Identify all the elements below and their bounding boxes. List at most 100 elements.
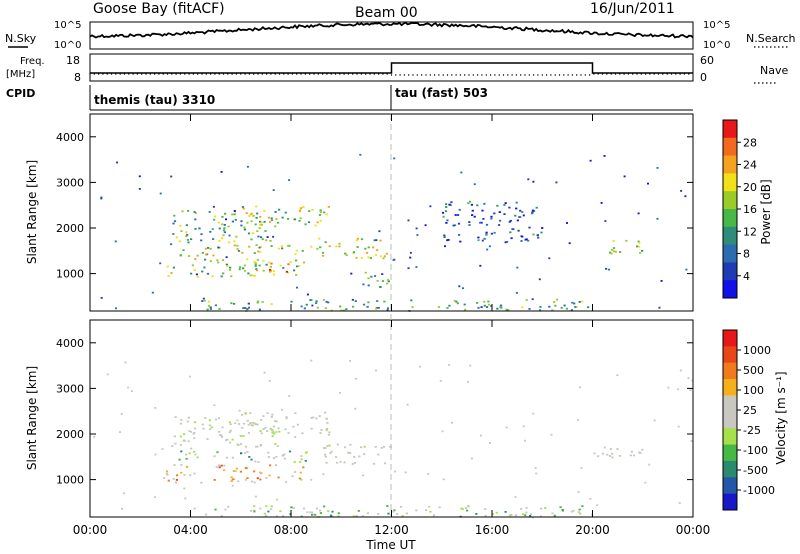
heatmap-cell bbox=[234, 470, 237, 472]
heatmap-cell bbox=[265, 263, 268, 266]
heatmap-cell bbox=[218, 239, 221, 242]
nave-point bbox=[408, 74, 410, 76]
heatmap-cell bbox=[309, 511, 312, 514]
heatmap-cell bbox=[259, 507, 262, 510]
nave-point bbox=[347, 73, 350, 75]
heatmap-cell bbox=[258, 308, 261, 311]
heatmap-cell bbox=[225, 218, 227, 221]
nave-point bbox=[455, 74, 457, 76]
heatmap-cell bbox=[253, 252, 256, 254]
heatmap-cell bbox=[170, 175, 173, 178]
colorbar-tick-label: -500 bbox=[743, 464, 768, 477]
heatmap-cell bbox=[535, 206, 538, 209]
nave-point bbox=[253, 73, 255, 75]
nave-point bbox=[214, 73, 216, 75]
heatmap-cell bbox=[519, 508, 523, 510]
heatmap-cell bbox=[279, 264, 282, 267]
heatmap-cell bbox=[475, 513, 478, 515]
heatmap-cell bbox=[428, 505, 431, 508]
heatmap-cell bbox=[604, 220, 607, 222]
heatmap-cell bbox=[159, 262, 162, 265]
heatmap-cell bbox=[196, 254, 199, 257]
heatmap-cell bbox=[637, 240, 640, 243]
heatmap-cell bbox=[381, 280, 385, 282]
heatmap-cell bbox=[467, 504, 470, 507]
nsky-label: N.Sky bbox=[5, 32, 37, 45]
heatmap-cell bbox=[286, 218, 290, 220]
heatmap-cell bbox=[187, 416, 190, 419]
heatmap-cell bbox=[260, 223, 263, 226]
heatmap-cell bbox=[316, 221, 319, 224]
heatmap-cell bbox=[257, 250, 260, 253]
nave-point bbox=[476, 74, 479, 76]
nave-point bbox=[184, 73, 186, 75]
heatmap-cell bbox=[244, 478, 247, 481]
nave-point bbox=[166, 73, 169, 75]
heatmap-cell bbox=[453, 224, 457, 227]
heatmap-cell bbox=[578, 386, 581, 389]
colorbar-segment bbox=[723, 362, 737, 380]
heatmap-cell bbox=[232, 470, 235, 472]
heatmap-cell bbox=[295, 259, 298, 262]
heatmap-cell bbox=[288, 179, 291, 181]
heatmap-cell bbox=[608, 455, 611, 457]
heatmap-cell bbox=[298, 219, 301, 222]
heatmap-cell bbox=[548, 305, 551, 308]
x-tick-label: 08:00 bbox=[274, 523, 309, 537]
power-heatmap-cells bbox=[100, 153, 688, 312]
nave-point bbox=[365, 73, 367, 75]
heatmap-cell bbox=[183, 439, 186, 442]
nave-point bbox=[571, 74, 574, 76]
heatmap-cell bbox=[254, 265, 257, 268]
heatmap-cell bbox=[233, 213, 236, 216]
y-tick-label: 2000 bbox=[56, 222, 84, 235]
heatmap-cell bbox=[484, 508, 487, 511]
colorbar-segment bbox=[723, 226, 737, 246]
heatmap-cell bbox=[568, 242, 571, 245]
nsky-line bbox=[89, 21, 694, 39]
heatmap-cell bbox=[647, 182, 649, 185]
nave-point bbox=[93, 73, 96, 75]
heatmap-cell bbox=[386, 279, 390, 281]
heatmap-cell bbox=[318, 415, 321, 417]
heatmap-cell bbox=[553, 301, 556, 303]
heatmap-cell bbox=[464, 308, 467, 311]
heatmap-cell bbox=[270, 508, 273, 511]
heatmap-cell bbox=[174, 481, 177, 484]
heatmap-cell bbox=[270, 245, 273, 247]
heatmap-cell bbox=[483, 300, 486, 303]
colorbar-segment bbox=[723, 477, 737, 495]
heatmap-cell bbox=[616, 374, 619, 377]
nave-point bbox=[270, 73, 272, 75]
heatmap-cell bbox=[203, 299, 206, 302]
heatmap-cell bbox=[185, 457, 188, 460]
freq-left-tick-top: 18 bbox=[66, 54, 80, 67]
heatmap-cell bbox=[180, 471, 183, 474]
nave-point bbox=[507, 74, 509, 76]
heatmap-cell bbox=[217, 221, 220, 224]
heatmap-cell bbox=[298, 265, 301, 267]
heatmap-cell bbox=[678, 502, 681, 504]
nave-point bbox=[416, 74, 418, 76]
nave-point bbox=[446, 74, 449, 76]
heatmap-cell bbox=[487, 303, 491, 306]
heatmap-cell bbox=[200, 239, 203, 242]
heatmap-cell bbox=[214, 215, 217, 218]
heatmap-cell bbox=[411, 306, 414, 309]
heatmap-cell bbox=[253, 422, 256, 425]
heatmap-cell bbox=[448, 364, 451, 366]
nave-point bbox=[149, 73, 151, 75]
heatmap-cell bbox=[212, 205, 215, 208]
heatmap-cell bbox=[213, 404, 216, 407]
heatmap-cell bbox=[593, 452, 596, 455]
heatmap-cell bbox=[100, 196, 103, 199]
heatmap-cell bbox=[218, 466, 221, 469]
heatmap-cell bbox=[255, 269, 259, 272]
heatmap-cell bbox=[191, 264, 194, 267]
heatmap-cell bbox=[293, 461, 296, 463]
heatmap-cell bbox=[270, 416, 273, 418]
heatmap-cell bbox=[460, 171, 463, 174]
heatmap-cell bbox=[596, 504, 599, 507]
heatmap-cell bbox=[510, 514, 513, 516]
heatmap-cell bbox=[292, 507, 295, 509]
